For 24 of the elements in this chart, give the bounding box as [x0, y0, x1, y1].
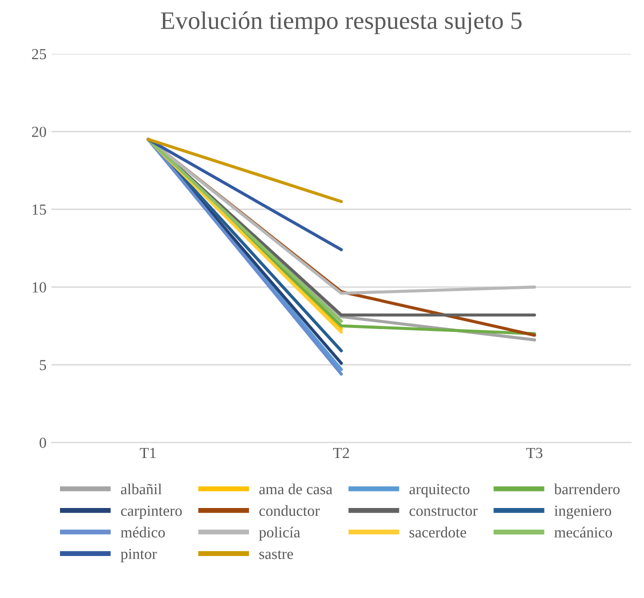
legend-label: carpintero — [121, 506, 182, 520]
legend-label: conductor — [259, 505, 320, 516]
x-tick-label: T1 — [140, 448, 156, 458]
y-tick-label: 25 — [32, 49, 46, 60]
legend-label: constructor — [410, 507, 478, 516]
legend-label: barrendero — [554, 484, 620, 494]
legend-label: arquitecto — [409, 484, 470, 498]
legend-label: ingeniero — [554, 506, 612, 520]
legend-label: mecánico — [554, 526, 612, 538]
legend-label: médico — [120, 526, 165, 538]
x-tick-label: T2 — [333, 448, 349, 458]
legend-label: sacerdote — [410, 526, 466, 538]
chart-title: Evolución tiempo respuesta sujeto 5 — [160, 11, 522, 34]
legend-label: albañil — [120, 484, 162, 494]
y-tick-label: 20 — [32, 126, 46, 138]
x-tick-label: T3 — [526, 448, 542, 458]
legend-label: ama de casa — [259, 484, 332, 494]
legend-label: policía — [259, 526, 300, 541]
y-tick-label: 15 — [32, 204, 46, 215]
legend-label: sastre — [259, 550, 294, 560]
legend-label: pintor — [120, 548, 157, 562]
y-tick-label: 0 — [40, 438, 46, 448]
y-tick-label: 5 — [40, 360, 46, 370]
y-tick-label: 10 — [32, 282, 46, 292]
